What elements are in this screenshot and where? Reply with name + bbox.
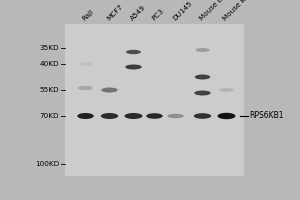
Text: Mouse kidney: Mouse kidney — [222, 0, 262, 22]
Ellipse shape — [101, 87, 118, 92]
Text: 70KD: 70KD — [40, 113, 59, 119]
Text: 35KD: 35KD — [40, 45, 59, 51]
Ellipse shape — [219, 88, 234, 92]
Text: PC3: PC3 — [150, 8, 164, 22]
Text: 40KD: 40KD — [40, 61, 59, 67]
Text: A549: A549 — [129, 4, 147, 22]
Ellipse shape — [167, 114, 184, 118]
Ellipse shape — [218, 113, 236, 119]
FancyBboxPatch shape — [64, 24, 244, 176]
Text: MCF7: MCF7 — [105, 4, 124, 22]
Text: RPS6KB1: RPS6KB1 — [249, 112, 284, 120]
Ellipse shape — [125, 64, 142, 70]
Ellipse shape — [101, 113, 118, 119]
Ellipse shape — [124, 113, 142, 119]
Text: Mouse brain: Mouse brain — [198, 0, 234, 22]
Ellipse shape — [194, 113, 211, 119]
Text: 55KD: 55KD — [40, 87, 59, 93]
Ellipse shape — [77, 113, 94, 119]
Ellipse shape — [195, 48, 210, 52]
Ellipse shape — [146, 113, 163, 119]
Ellipse shape — [126, 50, 141, 54]
Text: DU145: DU145 — [171, 0, 193, 22]
Ellipse shape — [194, 90, 211, 96]
Ellipse shape — [79, 62, 92, 66]
Ellipse shape — [195, 74, 210, 79]
Text: Raji: Raji — [81, 8, 95, 22]
Ellipse shape — [78, 86, 93, 90]
Text: 100KD: 100KD — [35, 161, 59, 167]
